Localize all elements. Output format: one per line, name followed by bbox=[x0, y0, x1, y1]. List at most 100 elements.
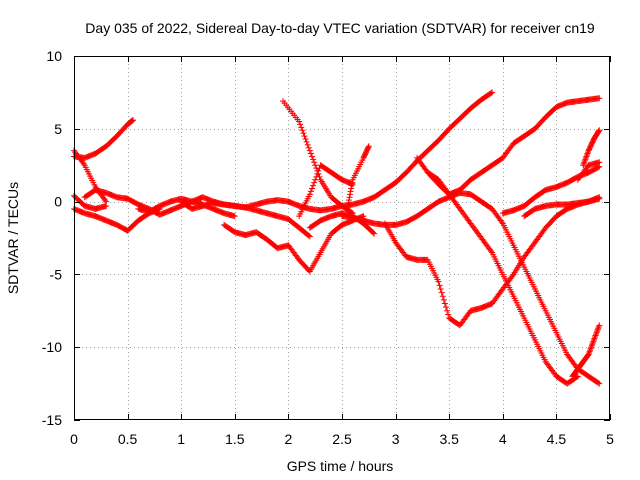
data-point bbox=[302, 135, 309, 142]
x-tick-label: 3.5 bbox=[439, 431, 459, 447]
data-point bbox=[582, 154, 589, 161]
data-point bbox=[314, 170, 321, 177]
data-point bbox=[344, 205, 351, 212]
data-point bbox=[303, 138, 310, 145]
data-point bbox=[589, 341, 596, 348]
data-point bbox=[438, 289, 445, 296]
data-point bbox=[436, 282, 443, 289]
data-point bbox=[444, 307, 451, 314]
data-point bbox=[297, 121, 304, 128]
data-point bbox=[596, 322, 603, 329]
series-arc-6 bbox=[135, 194, 313, 240]
data-point bbox=[311, 159, 318, 166]
series-arc-16 bbox=[424, 169, 581, 387]
series-arc-1 bbox=[71, 117, 136, 161]
series-arc-13 bbox=[339, 189, 603, 387]
data-point bbox=[344, 202, 351, 209]
data-point bbox=[583, 152, 590, 159]
data-point bbox=[590, 338, 597, 345]
data-point bbox=[596, 95, 603, 102]
data-point bbox=[439, 293, 446, 300]
data-point bbox=[348, 182, 355, 189]
data-point bbox=[509, 272, 516, 279]
y-tick-label: 10 bbox=[46, 48, 62, 64]
data-point bbox=[596, 127, 603, 134]
data-point bbox=[345, 197, 352, 204]
data-point bbox=[311, 179, 318, 186]
series-arc-17 bbox=[499, 163, 603, 217]
data-point bbox=[589, 339, 596, 346]
data-point bbox=[437, 285, 444, 292]
data-point bbox=[584, 150, 591, 157]
data-point bbox=[488, 248, 495, 255]
data-point bbox=[591, 334, 598, 341]
x-tick-label: 0.5 bbox=[118, 431, 138, 447]
data-point bbox=[588, 342, 595, 349]
data-point bbox=[129, 117, 136, 124]
data-point bbox=[346, 194, 353, 201]
data-point bbox=[441, 300, 448, 307]
data-point bbox=[365, 144, 372, 151]
data-point bbox=[301, 133, 308, 140]
x-tick-label: 1 bbox=[177, 431, 185, 447]
data-point bbox=[596, 159, 603, 166]
series-arc-19 bbox=[574, 159, 603, 183]
data-point bbox=[574, 373, 581, 380]
data-point bbox=[345, 200, 352, 207]
data-point bbox=[586, 350, 593, 357]
data-point bbox=[588, 344, 595, 351]
data-point bbox=[365, 143, 372, 150]
data-point bbox=[581, 159, 588, 166]
data-point bbox=[306, 233, 313, 240]
data-point bbox=[587, 347, 594, 354]
data-point bbox=[583, 153, 590, 160]
data-point bbox=[593, 331, 600, 338]
data-point bbox=[596, 380, 603, 387]
data-point bbox=[310, 156, 317, 163]
data-point bbox=[595, 325, 602, 332]
data-point bbox=[300, 130, 307, 137]
data-point bbox=[581, 157, 588, 164]
data-point bbox=[347, 191, 354, 198]
data-point bbox=[591, 335, 598, 342]
data-point bbox=[573, 374, 580, 381]
y-tick-label: 5 bbox=[54, 121, 62, 137]
plot-frame bbox=[74, 56, 610, 420]
data-point bbox=[348, 185, 355, 192]
data-point bbox=[580, 162, 587, 169]
series-arc-4 bbox=[71, 205, 163, 234]
y-tick-label: 0 bbox=[54, 194, 62, 210]
x-tick-label: 3 bbox=[392, 431, 400, 447]
data-point bbox=[307, 150, 314, 157]
data-point bbox=[296, 118, 303, 125]
data-point bbox=[595, 128, 602, 135]
axis-ticks bbox=[74, 56, 611, 421]
y-tick-label: -10 bbox=[42, 339, 62, 355]
data-point bbox=[590, 336, 597, 343]
data-point bbox=[582, 156, 589, 163]
data-point bbox=[435, 278, 442, 285]
data-point bbox=[306, 147, 313, 154]
data-point bbox=[440, 296, 447, 303]
x-tick-label: 2.5 bbox=[332, 431, 352, 447]
data-point bbox=[596, 194, 603, 201]
data-point bbox=[595, 379, 602, 386]
data-point bbox=[580, 160, 587, 167]
data-point bbox=[594, 326, 601, 333]
data-point bbox=[313, 173, 320, 180]
series-arc-10 bbox=[296, 162, 356, 220]
series-arc-21 bbox=[569, 322, 603, 380]
series-arc-12 bbox=[344, 143, 372, 212]
data-point bbox=[305, 144, 312, 151]
data-point bbox=[307, 188, 314, 195]
data-point bbox=[587, 345, 594, 352]
data-point bbox=[308, 185, 315, 192]
data-point bbox=[489, 89, 496, 96]
data-point bbox=[347, 188, 354, 195]
y-tick-label: -5 bbox=[50, 266, 63, 282]
x-tick-label: 4.5 bbox=[547, 431, 567, 447]
data-point bbox=[310, 182, 317, 189]
chart-title: Day 035 of 2022, Sidereal Day-to-day VTE… bbox=[85, 20, 595, 36]
x-tick-label: 4 bbox=[499, 431, 507, 447]
